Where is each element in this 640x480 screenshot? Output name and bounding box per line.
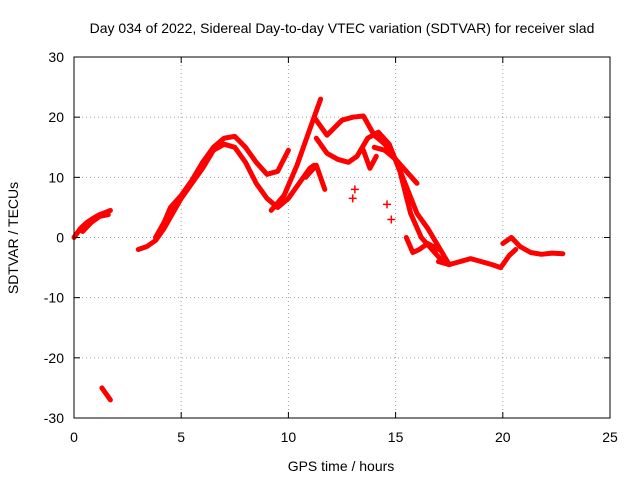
chart-title: Day 034 of 2022, Sidereal Day-to-day VTE… [90, 20, 595, 36]
y-tick-label: -10 [44, 290, 64, 306]
data-series-arc-9 [303, 162, 328, 192]
data-series-arc-2 [80, 212, 111, 234]
data-series-arc-11 [403, 235, 441, 255]
data-point-marker [348, 194, 357, 203]
data-series-arc-3 [99, 385, 113, 403]
y-tick-label: -20 [44, 350, 64, 366]
y-tick-label: 20 [48, 109, 64, 125]
y-tick-label: 0 [56, 230, 64, 246]
y-tick-label: 10 [48, 169, 64, 185]
data-series-arc-10 [360, 147, 379, 171]
data-series-arc-12 [436, 247, 519, 271]
data-point-marker [387, 215, 396, 224]
x-tick-label: 25 [602, 429, 618, 445]
x-tick-label: 5 [177, 429, 185, 445]
data-point-marker [350, 185, 359, 194]
x-tick-label: 0 [70, 429, 78, 445]
data-series-arc-4 [135, 141, 317, 252]
y-tick-label: -30 [44, 410, 64, 426]
data-point-marker [383, 200, 392, 209]
grid [74, 57, 610, 418]
y-axis-label: SDTVAR / TECUs [5, 182, 21, 294]
data-series [71, 96, 566, 403]
data-series-arc-8 [311, 113, 452, 268]
data-series-arc-14 [371, 144, 420, 186]
y-tick-label: 30 [48, 49, 64, 65]
x-tick-label: 15 [388, 429, 404, 445]
x-axis-label: GPS time / hours [288, 458, 395, 474]
x-tick-label: 20 [495, 429, 511, 445]
axis-ticks: 0 5 10 15 20 25 -30 -20 -10 0 10 20 30 [44, 49, 618, 445]
data-series-arc-5 [153, 133, 291, 240]
data-series-arc-7 [313, 129, 446, 265]
data-series-arc-13 [500, 235, 566, 257]
x-tick-label: 10 [281, 429, 297, 445]
